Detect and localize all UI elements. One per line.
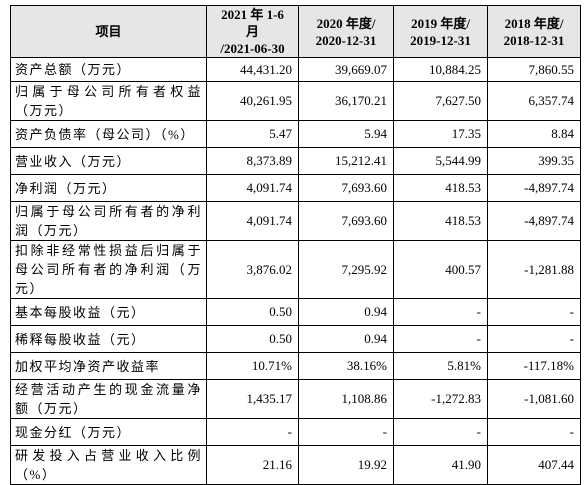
table-row: 加权平均净资产收益率 10.71% 38.16% 5.81% -117.18%	[10, 352, 581, 380]
value-cell: -4,897.74	[487, 201, 581, 241]
header-text: 2019 年度/	[411, 15, 470, 31]
data-table: 项目 2021 年 1-6 月/2021-06-30 2020 年度/2020-12…	[10, 5, 581, 485]
value-cell: -	[487, 418, 581, 446]
value-cell: -1,272.83	[393, 379, 488, 419]
value-cell: 39,669.07	[298, 57, 394, 82]
page: 项目 2021 年 1-6 月/2021-06-30 2020 年度/2020-12…	[10, 5, 581, 485]
table-row: 稀释每股收益（元） 0.50 0.94- -	[10, 325, 581, 353]
table-row: 基本每股收益（元） 0.50 0.94- -	[10, 298, 581, 326]
value-cell: 1,435.17	[206, 379, 299, 419]
header-text: 2020-12-31	[315, 32, 377, 48]
header-cell: 2021 年 1-6 月/2021-06-30	[206, 5, 299, 58]
value-cell: -	[298, 418, 394, 446]
table-row: 归属于母公司所有者权益（万元） 40,261.95 36,170.21 7,627.5…	[10, 81, 581, 121]
value-cell: 418.53	[393, 174, 488, 202]
value-cell: 399.35	[487, 147, 581, 175]
row-label: 基本每股收益（元）	[10, 298, 207, 326]
row-label: 净利润（万元）	[10, 174, 207, 202]
value-cell: 7,295.92	[298, 240, 394, 299]
value-cell: 41.90	[393, 445, 488, 485]
row-label: 资产负债率（母公司）（%）	[10, 120, 207, 148]
row-label: 研发投入占营业收入比例（%）	[10, 445, 207, 485]
value-cell: 6,357.74	[487, 81, 581, 121]
table-row: 资产负债率（母公司）（%） 5.47 5.94 17.35 8.84	[10, 120, 581, 148]
value-cell: 5.47	[206, 120, 299, 148]
header-text: 2018-12-31	[503, 32, 565, 48]
value-cell: 5.94	[298, 120, 394, 148]
value-cell: 7,627.50	[393, 81, 488, 121]
value-cell: 10.71%	[206, 352, 299, 380]
value-cell: 8.84	[487, 120, 581, 148]
value-cell: 3,876.02	[206, 240, 299, 299]
value-cell: 7,693.60	[298, 201, 394, 241]
row-label: 现金分红（万元）	[10, 418, 207, 446]
header-cell: 2020 年度/2020-12-31	[298, 5, 394, 58]
row-label: 归属于母公司所有者的净利润（万元）	[10, 201, 207, 241]
value-cell: 0.50	[206, 298, 299, 326]
table-row: 资产总额（万元） 44,431.20 39,669.07 10,884.25 7,860…	[10, 57, 581, 82]
table-row: 归属于母公司所有者的净利润（万元） 4,091.74 7,693.60 418.53-…	[10, 201, 581, 241]
table-row: 扣除非经常性损益后归属于母公司所有者的净利润（万元） 3,876.02 7,295.…	[10, 240, 581, 299]
value-cell: 38.16%	[298, 352, 394, 380]
header-row: 项目 2021 年 1-6 月/2021-06-30 2020 年度/2020-12…	[10, 5, 581, 58]
value-cell: 418.53	[393, 201, 488, 241]
value-cell: 21.16	[206, 445, 299, 485]
value-cell: 400.57	[393, 240, 488, 299]
value-cell: 44,431.20	[206, 57, 299, 82]
value-cell: 0.50	[206, 325, 299, 353]
value-cell: -	[393, 298, 488, 326]
value-cell: 19.92	[298, 445, 394, 485]
header-cell: 2019 年度/2019-12-31	[393, 5, 488, 58]
row-label: 扣除非经常性损益后归属于母公司所有者的净利润（万元）	[10, 240, 207, 299]
value-cell: 0.94	[298, 298, 394, 326]
row-label: 归属于母公司所有者权益（万元）	[10, 81, 207, 121]
header-cell: 项目	[10, 5, 207, 58]
row-label: 加权平均净资产收益率	[10, 352, 207, 380]
value-cell: -	[206, 418, 299, 446]
header-cell: 2018 年度/2018-12-31	[487, 5, 581, 58]
value-cell: -	[393, 418, 488, 446]
value-cell: 0.94	[298, 325, 394, 353]
value-cell: 40,261.95	[206, 81, 299, 121]
value-cell: -	[393, 325, 488, 353]
value-cell: 4,091.74	[206, 174, 299, 202]
header-text: /2021-06-30	[220, 41, 285, 56]
value-cell: 36,170.21	[298, 81, 394, 121]
header-text: 2020 年度/	[316, 15, 376, 31]
value-cell: 7,693.60	[298, 174, 394, 202]
row-label: 资产总额（万元）	[10, 57, 207, 82]
value-cell: -1,081.60	[487, 379, 581, 419]
value-cell: 17.35	[393, 120, 488, 148]
row-label: 稀释每股收益（元）	[10, 325, 207, 353]
value-cell: -	[487, 298, 581, 326]
header-text: 2021 年 1-6 月	[221, 7, 284, 39]
value-cell: 5.81%	[393, 352, 488, 380]
header-text: 项目	[95, 24, 122, 39]
value-cell: 5,544.99	[393, 147, 488, 175]
header-text: 2018 年度/	[504, 15, 564, 31]
table-row: 研发投入占营业收入比例（%） 21.16 19.92 41.90 407.44	[10, 445, 581, 485]
table-row: 经营活动产生的现金流量净额（万元） 1,435.17 1,108.86 -1,272.…	[10, 379, 581, 419]
value-cell: -	[487, 325, 581, 353]
table-row: 现金分红（万元） - - - -	[10, 418, 581, 446]
value-cell: 1,108.86	[298, 379, 394, 419]
row-label: 营业收入（万元）	[10, 147, 207, 175]
value-cell: 7,860.55	[487, 57, 581, 82]
row-label: 经营活动产生的现金流量净额（万元）	[10, 379, 207, 419]
value-cell: -117.18%	[487, 352, 581, 380]
value-cell: 8,373.89	[206, 147, 299, 175]
value-cell: 15,212.41	[298, 147, 394, 175]
header-text: 2019-12-31	[410, 32, 471, 48]
table-row: 营业收入（万元） 8,373.89 15,212.41 5,544.99 399.35	[10, 147, 581, 175]
value-cell: 10,884.25	[393, 57, 488, 82]
table-row: 净利润（万元） 4,091.74 7,693.60 418.53 -4,897.74	[10, 174, 581, 202]
value-cell: 407.44	[487, 445, 581, 485]
value-cell: -1,281.88	[487, 240, 581, 299]
value-cell: 4,091.74	[206, 201, 299, 241]
value-cell: -4,897.74	[487, 174, 581, 202]
